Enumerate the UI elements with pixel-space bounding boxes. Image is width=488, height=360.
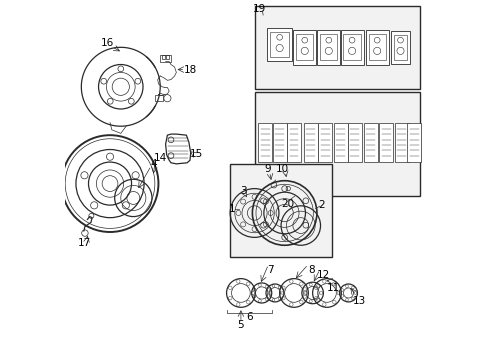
Text: 19: 19 xyxy=(253,4,266,14)
FancyBboxPatch shape xyxy=(365,30,388,64)
Bar xyxy=(254,92,419,196)
Bar xyxy=(320,35,337,60)
FancyBboxPatch shape xyxy=(340,30,363,64)
FancyBboxPatch shape xyxy=(293,30,316,64)
Bar xyxy=(230,164,332,257)
Text: 13: 13 xyxy=(352,296,365,306)
Text: 3: 3 xyxy=(240,186,246,197)
FancyBboxPatch shape xyxy=(318,123,331,162)
Text: 7: 7 xyxy=(266,265,273,275)
Bar xyxy=(166,55,169,59)
Text: 2: 2 xyxy=(318,200,325,210)
FancyBboxPatch shape xyxy=(378,123,392,162)
Text: 18: 18 xyxy=(183,64,196,75)
Text: 12: 12 xyxy=(316,270,329,280)
Text: 20: 20 xyxy=(281,199,293,210)
Text: 1: 1 xyxy=(228,204,235,215)
Bar xyxy=(269,32,288,57)
FancyBboxPatch shape xyxy=(407,123,420,162)
FancyBboxPatch shape xyxy=(317,30,340,64)
Text: 8: 8 xyxy=(308,265,315,275)
FancyBboxPatch shape xyxy=(390,31,409,64)
Bar xyxy=(393,35,406,59)
Text: 16: 16 xyxy=(101,38,114,48)
Bar xyxy=(343,35,360,60)
FancyBboxPatch shape xyxy=(394,123,408,162)
FancyBboxPatch shape xyxy=(258,123,272,162)
Text: 10: 10 xyxy=(275,164,288,174)
Text: 15: 15 xyxy=(190,149,203,159)
Bar xyxy=(162,55,164,59)
Polygon shape xyxy=(165,134,190,164)
Text: 17: 17 xyxy=(78,238,91,248)
FancyBboxPatch shape xyxy=(363,123,377,162)
Text: 11: 11 xyxy=(326,283,339,293)
Text: 14: 14 xyxy=(153,153,166,163)
Text: 4: 4 xyxy=(150,159,157,169)
Bar xyxy=(368,35,385,60)
FancyBboxPatch shape xyxy=(267,28,291,61)
FancyBboxPatch shape xyxy=(347,123,361,162)
FancyBboxPatch shape xyxy=(333,123,347,162)
FancyBboxPatch shape xyxy=(272,123,286,162)
Bar xyxy=(254,6,419,89)
Bar xyxy=(296,35,313,60)
Text: 9: 9 xyxy=(264,164,270,174)
FancyBboxPatch shape xyxy=(303,123,317,162)
Bar xyxy=(160,55,171,62)
Text: 5: 5 xyxy=(237,320,244,330)
Text: 6: 6 xyxy=(245,312,252,322)
FancyBboxPatch shape xyxy=(286,123,301,162)
Bar xyxy=(155,95,163,101)
